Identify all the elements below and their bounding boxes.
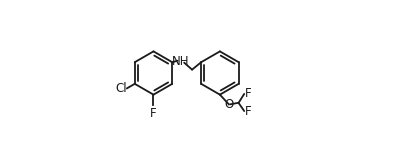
Text: F: F bbox=[245, 105, 251, 118]
Text: O: O bbox=[224, 98, 233, 111]
Text: NH: NH bbox=[172, 55, 190, 68]
Text: F: F bbox=[245, 87, 251, 100]
Text: F: F bbox=[150, 107, 157, 120]
Text: Cl: Cl bbox=[115, 82, 127, 95]
